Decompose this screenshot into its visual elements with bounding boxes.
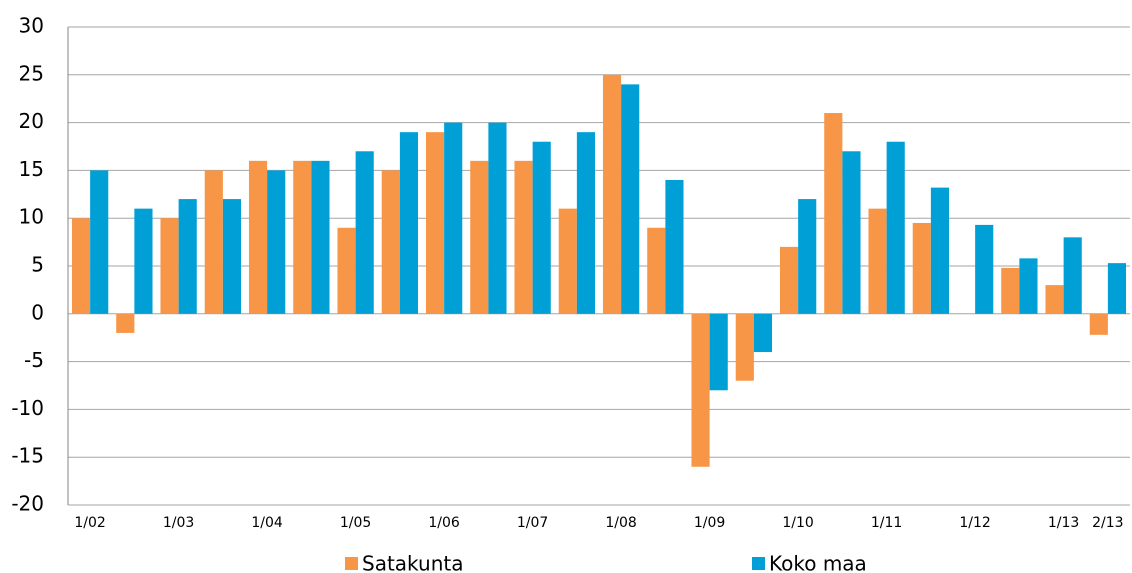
bar <box>532 141 551 314</box>
bar <box>337 227 356 314</box>
y-tick-label: 10 <box>19 205 44 229</box>
bar <box>1019 258 1038 314</box>
bar <box>665 179 684 314</box>
bar <box>912 222 931 314</box>
bar <box>824 113 843 314</box>
bar <box>779 246 799 314</box>
x-tick-label: 1/04 <box>251 515 283 531</box>
bar <box>71 218 91 314</box>
y-tick-label: 0 <box>31 300 44 324</box>
y-tick-label: 15 <box>19 157 44 181</box>
bar <box>381 170 400 314</box>
x-tick-label: 1/07 <box>517 515 548 531</box>
y-tick-label: -5 <box>24 348 44 372</box>
bar <box>222 199 242 314</box>
x-tick-label: 1/02 <box>74 515 105 531</box>
bar <box>842 151 861 314</box>
x-tick-label: 1/11 <box>871 515 902 531</box>
y-tick-label: 5 <box>31 253 44 277</box>
bar <box>886 141 905 314</box>
bar <box>930 187 950 314</box>
x-tick-label: 1/12 <box>959 515 990 531</box>
bar <box>621 84 640 314</box>
legend-swatch <box>752 557 765 570</box>
legend-label: Koko maa <box>769 552 867 573</box>
bar <box>444 122 463 314</box>
bar <box>1063 237 1082 314</box>
bar <box>90 170 109 314</box>
bar <box>1107 263 1127 314</box>
bar <box>647 227 666 314</box>
bar <box>576 132 596 314</box>
bar <box>691 313 710 467</box>
x-tick-label: 1/13 <box>1048 515 1079 531</box>
bar <box>399 132 419 314</box>
bar <box>160 218 179 314</box>
legend-swatch <box>345 557 358 570</box>
bar <box>204 170 223 314</box>
bar <box>425 132 445 314</box>
bar <box>1045 285 1064 314</box>
bar <box>1001 267 1020 314</box>
bar <box>753 313 773 353</box>
bar <box>514 160 533 314</box>
bar <box>293 160 312 314</box>
x-tick-label: 2/13 <box>1092 515 1123 531</box>
bar <box>311 160 330 314</box>
bar <box>178 199 197 314</box>
bar <box>248 160 268 314</box>
y-tick-label: -15 <box>11 444 44 468</box>
x-tick-label: 1/03 <box>163 515 194 531</box>
bar <box>134 208 153 314</box>
bar <box>868 208 887 314</box>
y-tick-label: 25 <box>19 61 44 85</box>
legend-label: Satakunta <box>362 552 463 573</box>
bar <box>116 313 135 333</box>
bar <box>975 224 994 314</box>
bar <box>355 151 374 314</box>
bar <box>558 208 577 314</box>
x-tick-label: 1/09 <box>694 515 725 531</box>
bar <box>470 160 489 314</box>
y-tick-label: 30 <box>19 14 44 38</box>
bar <box>1089 313 1108 335</box>
x-tick-label: 1/10 <box>782 515 813 531</box>
bar <box>798 199 817 314</box>
bar <box>602 74 622 314</box>
y-tick-label: 20 <box>19 109 44 133</box>
x-tick-label: 1/05 <box>340 515 371 531</box>
bar <box>488 122 507 314</box>
y-tick-label: -10 <box>11 396 44 420</box>
bar <box>267 170 286 314</box>
x-tick-label: 1/08 <box>605 515 636 531</box>
bar <box>735 313 754 381</box>
x-tick-label: 1/06 <box>428 515 460 531</box>
bar <box>709 313 728 391</box>
y-tick-label: -20 <box>11 492 44 516</box>
